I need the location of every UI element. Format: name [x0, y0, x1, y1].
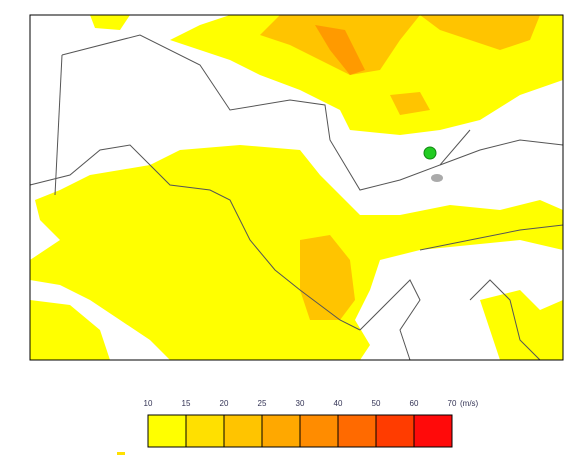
legend-tick-label: 60 [410, 399, 419, 408]
location-marker [423, 146, 437, 160]
legend-swatch [375, 414, 415, 448]
map [29, 14, 564, 361]
borders [29, 34, 564, 361]
legend-tick-label: 70 [448, 399, 457, 408]
legend-tick-label: 30 [296, 399, 305, 408]
legend-tick-label: 25 [258, 399, 267, 408]
legend-swatch [261, 414, 301, 448]
decoration [117, 452, 125, 455]
legend-tick-label: 20 [220, 399, 229, 408]
legend-swatch [299, 414, 339, 448]
legend-swatch [223, 414, 263, 448]
legend-swatch [185, 414, 225, 448]
legend-swatch [337, 414, 377, 448]
station-marker [431, 174, 443, 182]
legend-tick-label: 15 [182, 399, 191, 408]
legend-swatch [413, 414, 453, 448]
legend: 10 15 20 25 30 40 50 60 70 (m/s) [144, 399, 479, 448]
map-frame [29, 14, 564, 361]
legend-tick-label: 10 [144, 399, 153, 408]
legend-swatch [147, 414, 187, 448]
legend-tick-label: 40 [334, 399, 343, 408]
legend-tick-label: 50 [372, 399, 381, 408]
wind-areas [30, 15, 563, 360]
wind-areas-max [315, 25, 365, 75]
legend-unit: (m/s) [460, 399, 479, 408]
